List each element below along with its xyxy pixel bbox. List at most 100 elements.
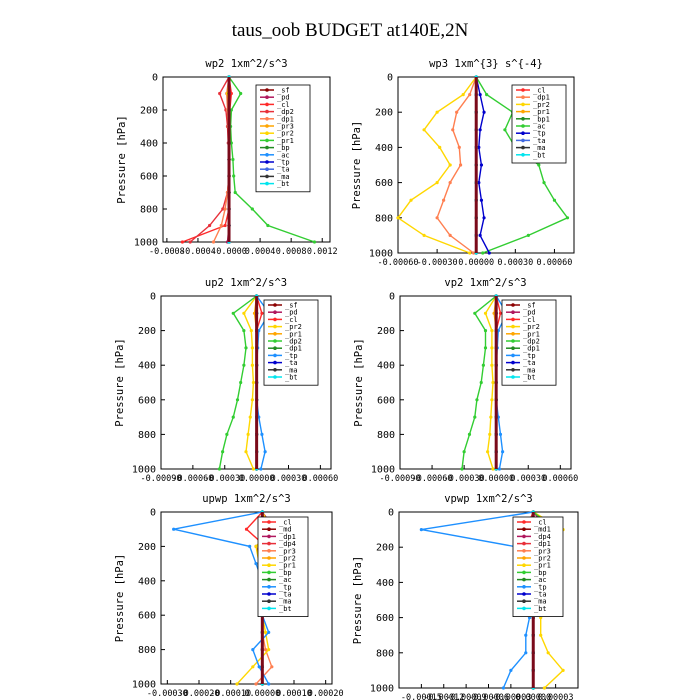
data-point [266,223,270,228]
y-tick-label: 800 [138,430,156,441]
legend-marker [522,534,526,539]
data-point [497,467,501,471]
y-tick-label: 200 [138,326,156,337]
data-point [180,240,185,244]
x-tick-label: 0.00000 [239,474,275,484]
legend-label: _dp1 [285,345,302,353]
data-point [526,233,530,237]
data-point [250,363,254,367]
legend-label: _pr3 [534,547,551,555]
panel-title: vp2 1xm^2/s^3 [444,277,526,289]
data-point [489,415,493,419]
data-point [475,398,479,402]
legend-label: _bt [277,180,290,188]
x-tick-label: 0.00020 [308,689,344,699]
y-tick-label: 0 [150,292,156,303]
series-line [436,76,477,254]
data-point [396,216,400,220]
legend-label: _ma [523,366,536,374]
y-tick-label: 600 [140,172,158,183]
legend-marker [521,117,525,121]
data-point [251,648,255,652]
data-point [251,467,256,471]
x-tick-label: -0.00060 [378,258,419,268]
data-point [478,93,482,97]
data-point [254,544,258,549]
plot-frame [397,76,575,254]
legend-label: _sf [523,302,536,310]
panel-title: vpwp 1xm^2/s^3 [444,493,533,505]
legend-marker [273,310,277,315]
data-point [229,91,233,96]
x-tick-label: -0.0008 [149,247,185,257]
legend-label: _dp2 [277,108,294,116]
data-point [487,251,491,255]
data-point [473,311,477,315]
data-point [409,198,413,202]
legend-label: _cl [285,316,298,324]
data-point [208,223,212,228]
x-tick-label: -0.00003 [490,693,531,700]
legend-marker [522,549,526,553]
y-tick-label: 800 [377,430,395,441]
data-point [244,450,248,454]
legend-marker [521,131,525,135]
data-point [419,528,423,532]
legend-marker [265,138,269,143]
y-tick-label: 0 [152,73,158,84]
legend-marker [521,95,525,99]
x-tick-label: 0.00060 [537,258,573,268]
legend-marker [511,324,515,329]
data-point [498,311,503,315]
data-point [244,527,249,531]
legend-box [255,84,311,193]
legend-marker [267,606,271,611]
legend-label: _bt [533,151,546,159]
data-point [422,128,426,132]
legend-label: _ta [277,166,290,174]
y-tick-label: 600 [376,613,394,624]
legend-box [511,84,567,164]
x-tick-label: 0.00060 [302,474,338,484]
legend-marker [267,520,271,524]
legend-label: _pr2 [533,101,550,109]
legend-marker [265,117,269,121]
legend-label: _ma [277,173,290,181]
y-tick-label: 1000 [371,465,395,476]
legend-marker [511,368,515,372]
legend-marker [267,585,271,589]
data-point [546,651,550,655]
legend-marker [522,520,526,524]
legend-label: _cl [523,316,536,324]
data-point [451,128,455,132]
legend-marker [273,375,277,379]
data-point [270,665,274,669]
legend-label: _pr3 [277,123,294,131]
y-tick-label: 0 [388,508,394,519]
data-point [251,665,255,669]
y-tick-label: 200 [140,106,158,117]
x-tick-label: -0.0000 [211,247,247,257]
data-point [231,311,235,315]
data-point [503,128,507,132]
legend-marker [521,145,525,150]
data-point [254,682,258,686]
legend-marker [267,570,271,575]
data-point [491,380,495,385]
data-point [483,329,488,333]
legend-marker [511,375,515,379]
data-point [263,630,268,635]
y-tick-label: 800 [138,645,156,656]
data-point [229,108,233,112]
legend-label: _ac [534,576,547,584]
legend-marker [265,109,269,114]
data-point [267,648,271,652]
x-tick-label: -0.00010 [210,689,251,699]
legend-label: _ta [285,359,298,367]
y-axis-label: Pressure [hPa] [351,121,363,210]
data-point [250,346,254,350]
y-axis-label: Pressure [hPa] [114,338,126,427]
legend-marker [265,153,269,157]
data-point [260,311,264,315]
